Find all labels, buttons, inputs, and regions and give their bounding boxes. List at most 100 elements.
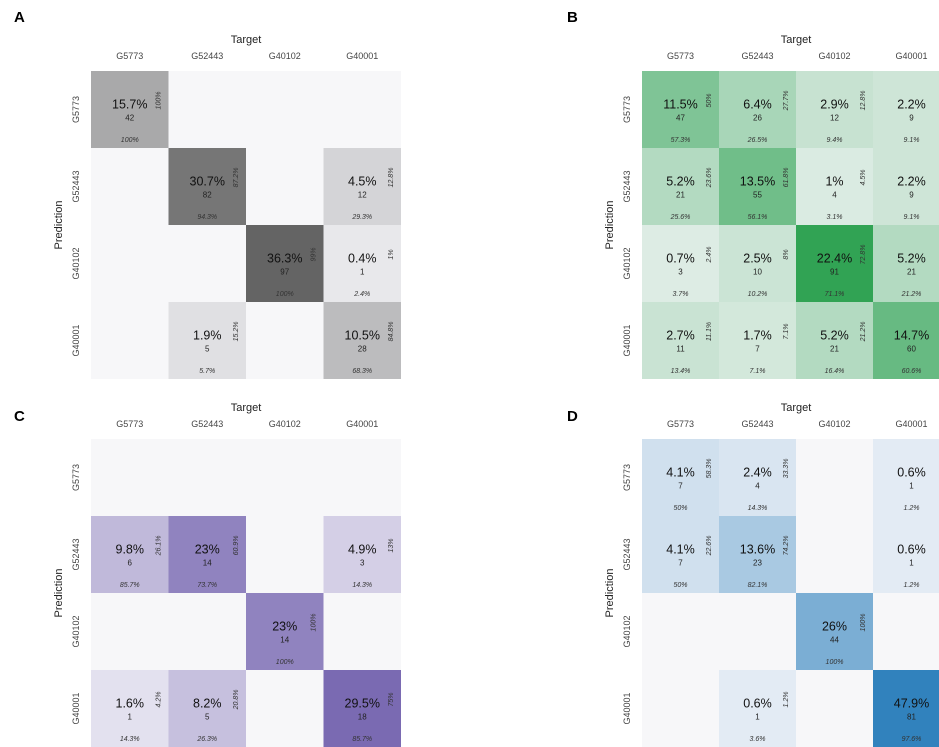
cell-percent: 13.5% — [740, 175, 775, 189]
matrix-cell: 23% 14 73.7% 60.9% — [168, 516, 246, 593]
cell-row-percent: 100% — [860, 614, 867, 632]
cell-column-percent: 100% — [276, 659, 294, 666]
cell-row-percent: 2.4% — [706, 247, 713, 264]
cell-count: 44 — [830, 636, 839, 645]
cell-percent: 1.9% — [193, 329, 222, 343]
cell-percent: 9.8% — [116, 543, 145, 557]
cell-percent: 0.6% — [897, 543, 926, 557]
cell-percent: 4.9% — [348, 543, 377, 557]
cell-fill — [91, 516, 169, 593]
cell-percent: 5.2% — [820, 329, 849, 343]
cell-fill — [719, 439, 796, 516]
panel-b: B Target G5773 G52443 G40102 G40001 Prediction… — [567, 9, 939, 379]
cell-count: 5 — [205, 345, 210, 354]
matrix-cell: 6.4% 26 26.5% 27.7% — [719, 71, 796, 148]
cell-fill — [246, 225, 324, 302]
cell-percent: 26% — [822, 620, 847, 634]
cell-row-percent: 11.1% — [706, 322, 713, 341]
cell-row-percent: 60.9% — [233, 536, 240, 556]
x-axis-title: Target — [231, 402, 262, 414]
cell-percent: 15.7% — [112, 98, 147, 112]
cell-percent: 8.2% — [193, 697, 222, 711]
cell-percent: 36.3% — [267, 252, 302, 266]
cell-fill — [873, 516, 939, 593]
cell-fill — [873, 302, 939, 379]
panel-label: C — [14, 408, 25, 425]
y-tick-label: G40102 — [71, 615, 81, 647]
matrix-cell: 1.9% 5 5.7% 15.2% — [168, 302, 246, 379]
cell-row-percent: 100% — [311, 614, 318, 632]
cell-percent: 2.7% — [666, 329, 695, 343]
cell-fill — [873, 439, 939, 516]
matrix-cell: 0.4% 1 2.4% 1% — [323, 225, 401, 302]
cell-fill — [168, 516, 246, 593]
cell-row-percent: 7.1% — [783, 324, 790, 340]
cell-count: 3 — [360, 559, 365, 568]
matrix-cell: 5.2% 21 16.4% 21.2% — [796, 302, 873, 379]
cell-fill — [168, 302, 246, 379]
cell-count: 11 — [676, 345, 685, 354]
y-tick-label: G40001 — [71, 324, 81, 356]
cell-column-percent: 9.1% — [904, 214, 920, 221]
y-axis-title: Prediction — [604, 201, 616, 250]
cell-column-percent: 14.3% — [120, 736, 140, 743]
y-tick-label: G52443 — [71, 538, 81, 570]
matrix-cell: 14.7% 60 60.6% — [873, 302, 939, 379]
matrix-cell: 0.7% 3 3.7% 2.4% — [642, 225, 719, 302]
y-tick-label: G52443 — [622, 170, 632, 202]
cell-row-percent: 100% — [156, 92, 163, 110]
cell-fill — [796, 302, 873, 379]
cell-percent: 13.6% — [740, 543, 775, 557]
cell-count: 9 — [909, 191, 914, 200]
matrix-cell: 0.6% 1 1.2% — [873, 439, 939, 516]
cell-row-percent: 1.2% — [783, 692, 790, 708]
cell-percent: 29.5% — [345, 697, 380, 711]
cell-row-percent: 13% — [388, 538, 395, 552]
cell-fill — [796, 71, 873, 148]
cell-row-percent: 26.1% — [156, 536, 163, 557]
cell-row-percent: 75% — [388, 692, 395, 706]
cell-percent: 10.5% — [345, 329, 380, 343]
cell-count: 97 — [280, 268, 289, 277]
cell-column-percent: 71.1% — [825, 291, 845, 298]
panel-c: C Target G5773 G52443 G40102 G40001 Prediction… — [14, 402, 401, 747]
matrix-cell: 2.2% 9 9.1% — [873, 71, 939, 148]
cell-column-percent: 82.1% — [748, 582, 768, 589]
x-tick-label: G40001 — [346, 51, 378, 61]
cell-fill — [168, 148, 246, 225]
matrix-cell: 22.4% 91 71.1% 72.8% — [796, 225, 873, 302]
cell-row-percent: 12.8% — [860, 91, 867, 111]
matrix-cell: 1.7% 7 7.1% 7.1% — [719, 302, 796, 379]
cell-column-percent: 14.3% — [352, 582, 372, 589]
matrix-cell: 2.5% 10 10.2% 8% — [719, 225, 796, 302]
cell-fill — [873, 71, 939, 148]
cell-percent: 2.5% — [743, 252, 772, 266]
cell-row-percent: 84.8% — [388, 322, 395, 342]
cell-fill — [642, 302, 719, 379]
cell-row-percent: 87.2% — [233, 168, 240, 188]
cell-row-percent: 20.8% — [233, 690, 240, 711]
cell-row-percent: 61.8% — [783, 168, 790, 188]
y-tick-label: G5773 — [622, 96, 632, 123]
cell-percent: 2.4% — [743, 466, 772, 480]
cell-count: 21 — [830, 345, 839, 354]
cell-count: 14 — [203, 559, 212, 568]
cell-count: 4 — [832, 191, 837, 200]
y-tick-label: G52443 — [622, 538, 632, 570]
y-tick-label: G40001 — [71, 692, 81, 724]
cell-count: 28 — [358, 345, 367, 354]
matrix-cell: 1.6% 1 14.3% 4.2% — [91, 670, 169, 747]
cell-count: 23 — [753, 559, 762, 568]
cell-row-percent: 27.7% — [783, 91, 790, 112]
cell-fill — [642, 71, 719, 148]
cell-count: 5 — [205, 713, 210, 722]
cell-count: 4 — [755, 482, 760, 491]
cell-fill — [323, 225, 401, 302]
cell-count: 55 — [753, 191, 762, 200]
x-tick-label: G52443 — [191, 419, 223, 429]
cell-fill — [796, 593, 873, 670]
y-tick-label: G5773 — [71, 96, 81, 123]
cell-row-percent: 12.8% — [388, 168, 395, 188]
cell-percent: 2.2% — [897, 175, 926, 189]
matrix-cell: 4.1% 7 50% 22.6% — [642, 516, 719, 593]
